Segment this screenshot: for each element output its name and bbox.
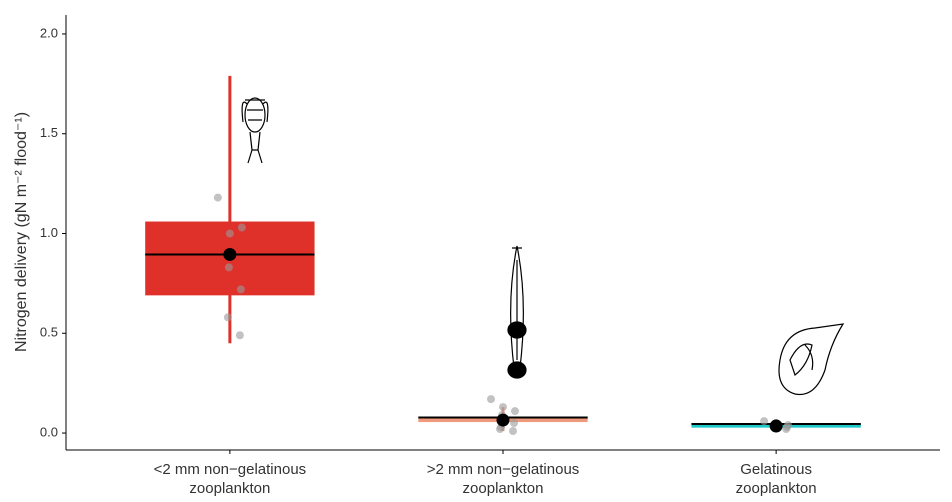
chart: Nitrogen delivery (gN m⁻² flood⁻¹) 0.0 0.… — [0, 0, 952, 502]
copepod-icon — [242, 98, 268, 163]
data-point — [760, 417, 768, 425]
mean-point — [497, 414, 510, 427]
mean-point — [223, 248, 236, 261]
data-point — [487, 395, 495, 403]
y-axis-label: Nitrogen delivery (gN m⁻² flood⁻¹) — [13, 112, 30, 352]
y-tick-label: 1.5 — [40, 125, 58, 140]
data-point — [225, 263, 233, 271]
mean-point — [770, 420, 783, 433]
data-point — [226, 229, 234, 237]
data-point — [782, 425, 790, 433]
data-point — [511, 407, 519, 415]
data-point — [510, 419, 518, 427]
salp-icon — [508, 246, 526, 378]
data-point — [236, 331, 244, 339]
x-tick-label: zooplankton — [189, 480, 270, 497]
data-point — [214, 194, 222, 202]
x-tick-label: <2 mm non−gelatinous — [154, 461, 307, 478]
y-tick-label: 0.0 — [40, 424, 58, 439]
gelatinous-icon — [779, 324, 843, 395]
data-point — [224, 313, 232, 321]
x-tick-label: Gelatinous — [740, 461, 812, 478]
y-tick-label: 0.5 — [40, 325, 58, 340]
data-point — [509, 427, 517, 435]
x-tick-label: >2 mm non−gelatinous — [427, 461, 580, 478]
data-point — [238, 224, 246, 232]
data-point — [499, 403, 507, 411]
y-tick-label: 2.0 — [40, 25, 58, 40]
x-tick-label: zooplankton — [736, 480, 817, 497]
x-tick-label: zooplankton — [463, 480, 544, 497]
y-tick-label: 1.0 — [40, 225, 58, 240]
data-point — [237, 285, 245, 293]
